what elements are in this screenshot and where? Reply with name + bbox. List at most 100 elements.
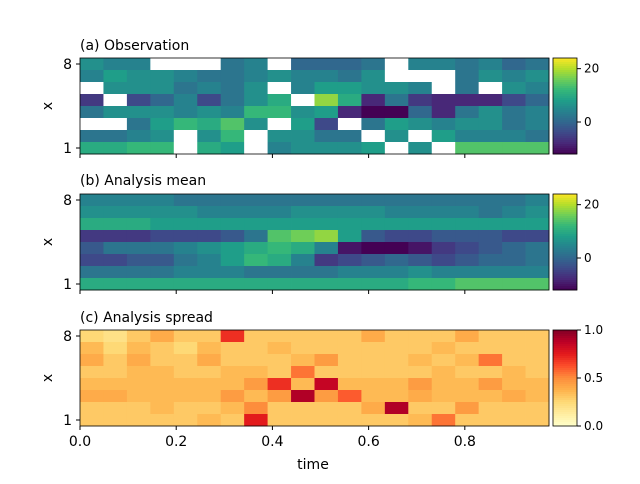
heatmap-cell: [502, 402, 526, 415]
colorbar-segment: [553, 386, 577, 389]
colorbar: 1.0 0.5 0.0: [552, 323, 603, 433]
heatmap-cell: [314, 254, 339, 267]
heatmap-cell: [314, 194, 339, 207]
colorbar-segment: [553, 216, 577, 219]
heatmap-cell: [103, 266, 128, 279]
y-axis-label: x: [40, 102, 56, 110]
heatmap-cell: [220, 218, 245, 231]
colorbar-tick-label: 0.0: [584, 419, 603, 433]
colorbar-segment: [553, 370, 577, 373]
heatmap-cell: [431, 194, 456, 207]
colorbar-segment: [553, 130, 577, 133]
colorbar-segment: [553, 256, 577, 259]
heatmap-cell: [361, 390, 386, 403]
heatmap-cell: [150, 194, 175, 207]
heatmap-cell: [197, 130, 222, 143]
colorbar-segment: [553, 104, 577, 107]
colorbar-segment: [553, 354, 577, 357]
heatmap-cell: [337, 206, 362, 219]
heatmap-cell: [103, 106, 128, 119]
heatmap-cell: [267, 218, 292, 231]
heatmap-cell: [337, 414, 362, 427]
heatmap-cell: [384, 118, 409, 131]
heatmap-cell: [502, 254, 526, 267]
heatmap-cell: [173, 82, 198, 95]
colorbar-segment: [553, 202, 577, 205]
heatmap-cell: [80, 266, 104, 279]
heatmap-cell: [337, 130, 362, 143]
heatmap-cell: [126, 242, 151, 255]
heatmap-cell: [267, 206, 292, 219]
heatmap-cell: [337, 378, 362, 391]
heatmap-cell: [314, 58, 339, 71]
heatmap-cell: [173, 194, 198, 207]
heatmap-cell: [150, 118, 175, 131]
heatmap-cell: [337, 278, 362, 291]
heatmap-cell: [244, 118, 268, 131]
heatmap-cell: [455, 206, 480, 219]
colorbar-segment: [553, 362, 577, 365]
heatmap-cell: [103, 390, 128, 403]
heatmap-cell: [314, 266, 339, 279]
heatmap-cell: [150, 402, 175, 415]
colorbar-segment: [553, 140, 577, 143]
colorbar-frame: [552, 57, 578, 155]
heatmap-cell: [408, 106, 433, 119]
heatmap-cell: [502, 330, 526, 343]
colorbar-segment: [553, 146, 577, 149]
heatmap-cell: [408, 366, 433, 379]
colorbar-segment: [553, 250, 577, 253]
heatmap-cell: [408, 70, 433, 83]
heatmap-cell: [361, 402, 386, 415]
heatmap-cell: [126, 402, 151, 415]
heatmap-cell: [291, 230, 315, 243]
heatmap-cell: [314, 82, 339, 95]
colorbar-segment: [553, 112, 577, 115]
colorbar-segment: [553, 196, 577, 199]
heatmap-cell: [267, 230, 292, 243]
heatmap-cell: [478, 390, 503, 403]
heatmap-cell: [220, 142, 245, 155]
heatmap-cell: [478, 106, 503, 119]
heatmap-cell: [337, 106, 362, 119]
heatmap-cell: [267, 342, 292, 355]
heatmap-cell: [267, 94, 292, 107]
heatmap-cell: [478, 82, 503, 95]
heatmap-cell: [197, 142, 222, 155]
colorbar-segment: [553, 82, 577, 85]
heatmap-cell: [455, 94, 480, 107]
colorbar-segment: [553, 194, 577, 197]
colorbar-segment: [553, 358, 577, 361]
heatmap-cell: [502, 70, 526, 83]
heatmap-cell: [478, 206, 503, 219]
heatmap-cell: [478, 70, 503, 83]
heatmap-cell: [220, 58, 245, 71]
heatmap-cell: [220, 94, 245, 107]
heatmap-cell: [220, 70, 245, 83]
heatmap-cell: [408, 390, 433, 403]
heatmap-cell: [431, 266, 456, 279]
heatmap-cell: [431, 118, 456, 131]
heatmap-cell: [267, 402, 292, 415]
colorbar-segment: [553, 422, 577, 425]
x-tick-label: 0.4: [261, 434, 283, 450]
colorbar-segment: [553, 100, 577, 103]
panel-title: (a) Observation: [80, 38, 189, 54]
colorbar-tick-label: 0.5: [584, 371, 603, 385]
colorbar-segment: [553, 414, 577, 417]
colorbar-tick-label: 0: [584, 251, 592, 265]
heatmap-cell: [384, 366, 409, 379]
colorbar-segment: [553, 276, 577, 279]
heatmap-cell: [103, 414, 128, 427]
heatmap-cell: [408, 218, 433, 231]
heatmap-cell: [478, 118, 503, 131]
heatmap-cell: [291, 106, 315, 119]
heatmap-cell: [80, 414, 104, 427]
heatmap-cell: [126, 70, 151, 83]
heatmap-cell: [361, 366, 386, 379]
heatmap-cell: [80, 366, 104, 379]
heatmap-cell: [80, 242, 104, 255]
heatmap-cell: [525, 254, 550, 267]
colorbar-segment: [553, 348, 577, 351]
heatmap-cell: [103, 378, 128, 391]
